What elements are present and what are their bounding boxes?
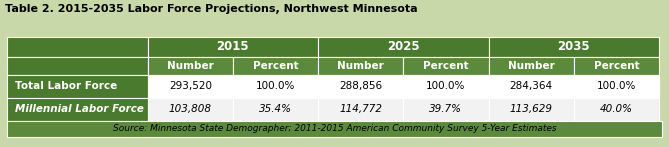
Text: 40.0%: 40.0% — [600, 104, 633, 114]
Text: Number: Number — [167, 61, 213, 71]
Text: Source: Minnesota State Demographer; 2011-2015 American Community Survey 5-Year : Source: Minnesota State Demographer; 201… — [112, 125, 557, 133]
Text: Percent: Percent — [593, 61, 639, 71]
Text: 2025: 2025 — [387, 40, 419, 53]
Bar — [7, 57, 148, 75]
Text: 113,629: 113,629 — [510, 104, 553, 114]
Bar — [403, 98, 488, 121]
Bar — [318, 37, 488, 57]
Bar — [7, 98, 148, 121]
Bar — [488, 98, 574, 121]
Bar — [7, 37, 148, 57]
Text: Percent: Percent — [423, 61, 469, 71]
Bar — [318, 57, 403, 75]
Bar — [148, 57, 233, 75]
Bar — [148, 37, 318, 57]
Bar — [574, 75, 659, 98]
Text: Table 2. 2015-2035 Labor Force Projections, Northwest Minnesota: Table 2. 2015-2035 Labor Force Projectio… — [5, 4, 418, 14]
Text: 39.7%: 39.7% — [429, 104, 462, 114]
Bar — [318, 75, 403, 98]
Text: 100.0%: 100.0% — [426, 81, 466, 91]
Text: Total Labor Force: Total Labor Force — [15, 81, 117, 91]
Text: Number: Number — [508, 61, 555, 71]
Text: 2035: 2035 — [557, 40, 590, 53]
Text: 100.0%: 100.0% — [597, 81, 636, 91]
Text: 103,808: 103,808 — [169, 104, 212, 114]
Text: Number: Number — [337, 61, 384, 71]
Bar — [574, 57, 659, 75]
Bar — [574, 98, 659, 121]
Text: 114,772: 114,772 — [339, 104, 382, 114]
Text: 293,520: 293,520 — [169, 81, 212, 91]
Text: Percent: Percent — [253, 61, 298, 71]
Text: 284,364: 284,364 — [510, 81, 553, 91]
Bar — [7, 75, 148, 98]
Bar — [488, 75, 574, 98]
Bar — [7, 121, 662, 137]
Bar — [233, 98, 318, 121]
Bar — [148, 75, 233, 98]
Bar — [233, 57, 318, 75]
Text: Millennial Labor Force: Millennial Labor Force — [15, 104, 144, 114]
Text: 100.0%: 100.0% — [256, 81, 295, 91]
Bar — [488, 37, 659, 57]
Bar — [233, 75, 318, 98]
Bar — [403, 75, 488, 98]
Bar — [488, 57, 574, 75]
Bar — [403, 57, 488, 75]
Text: 2015: 2015 — [217, 40, 249, 53]
Text: 288,856: 288,856 — [339, 81, 382, 91]
Bar — [318, 98, 403, 121]
Bar — [148, 98, 233, 121]
Text: 35.4%: 35.4% — [259, 104, 292, 114]
